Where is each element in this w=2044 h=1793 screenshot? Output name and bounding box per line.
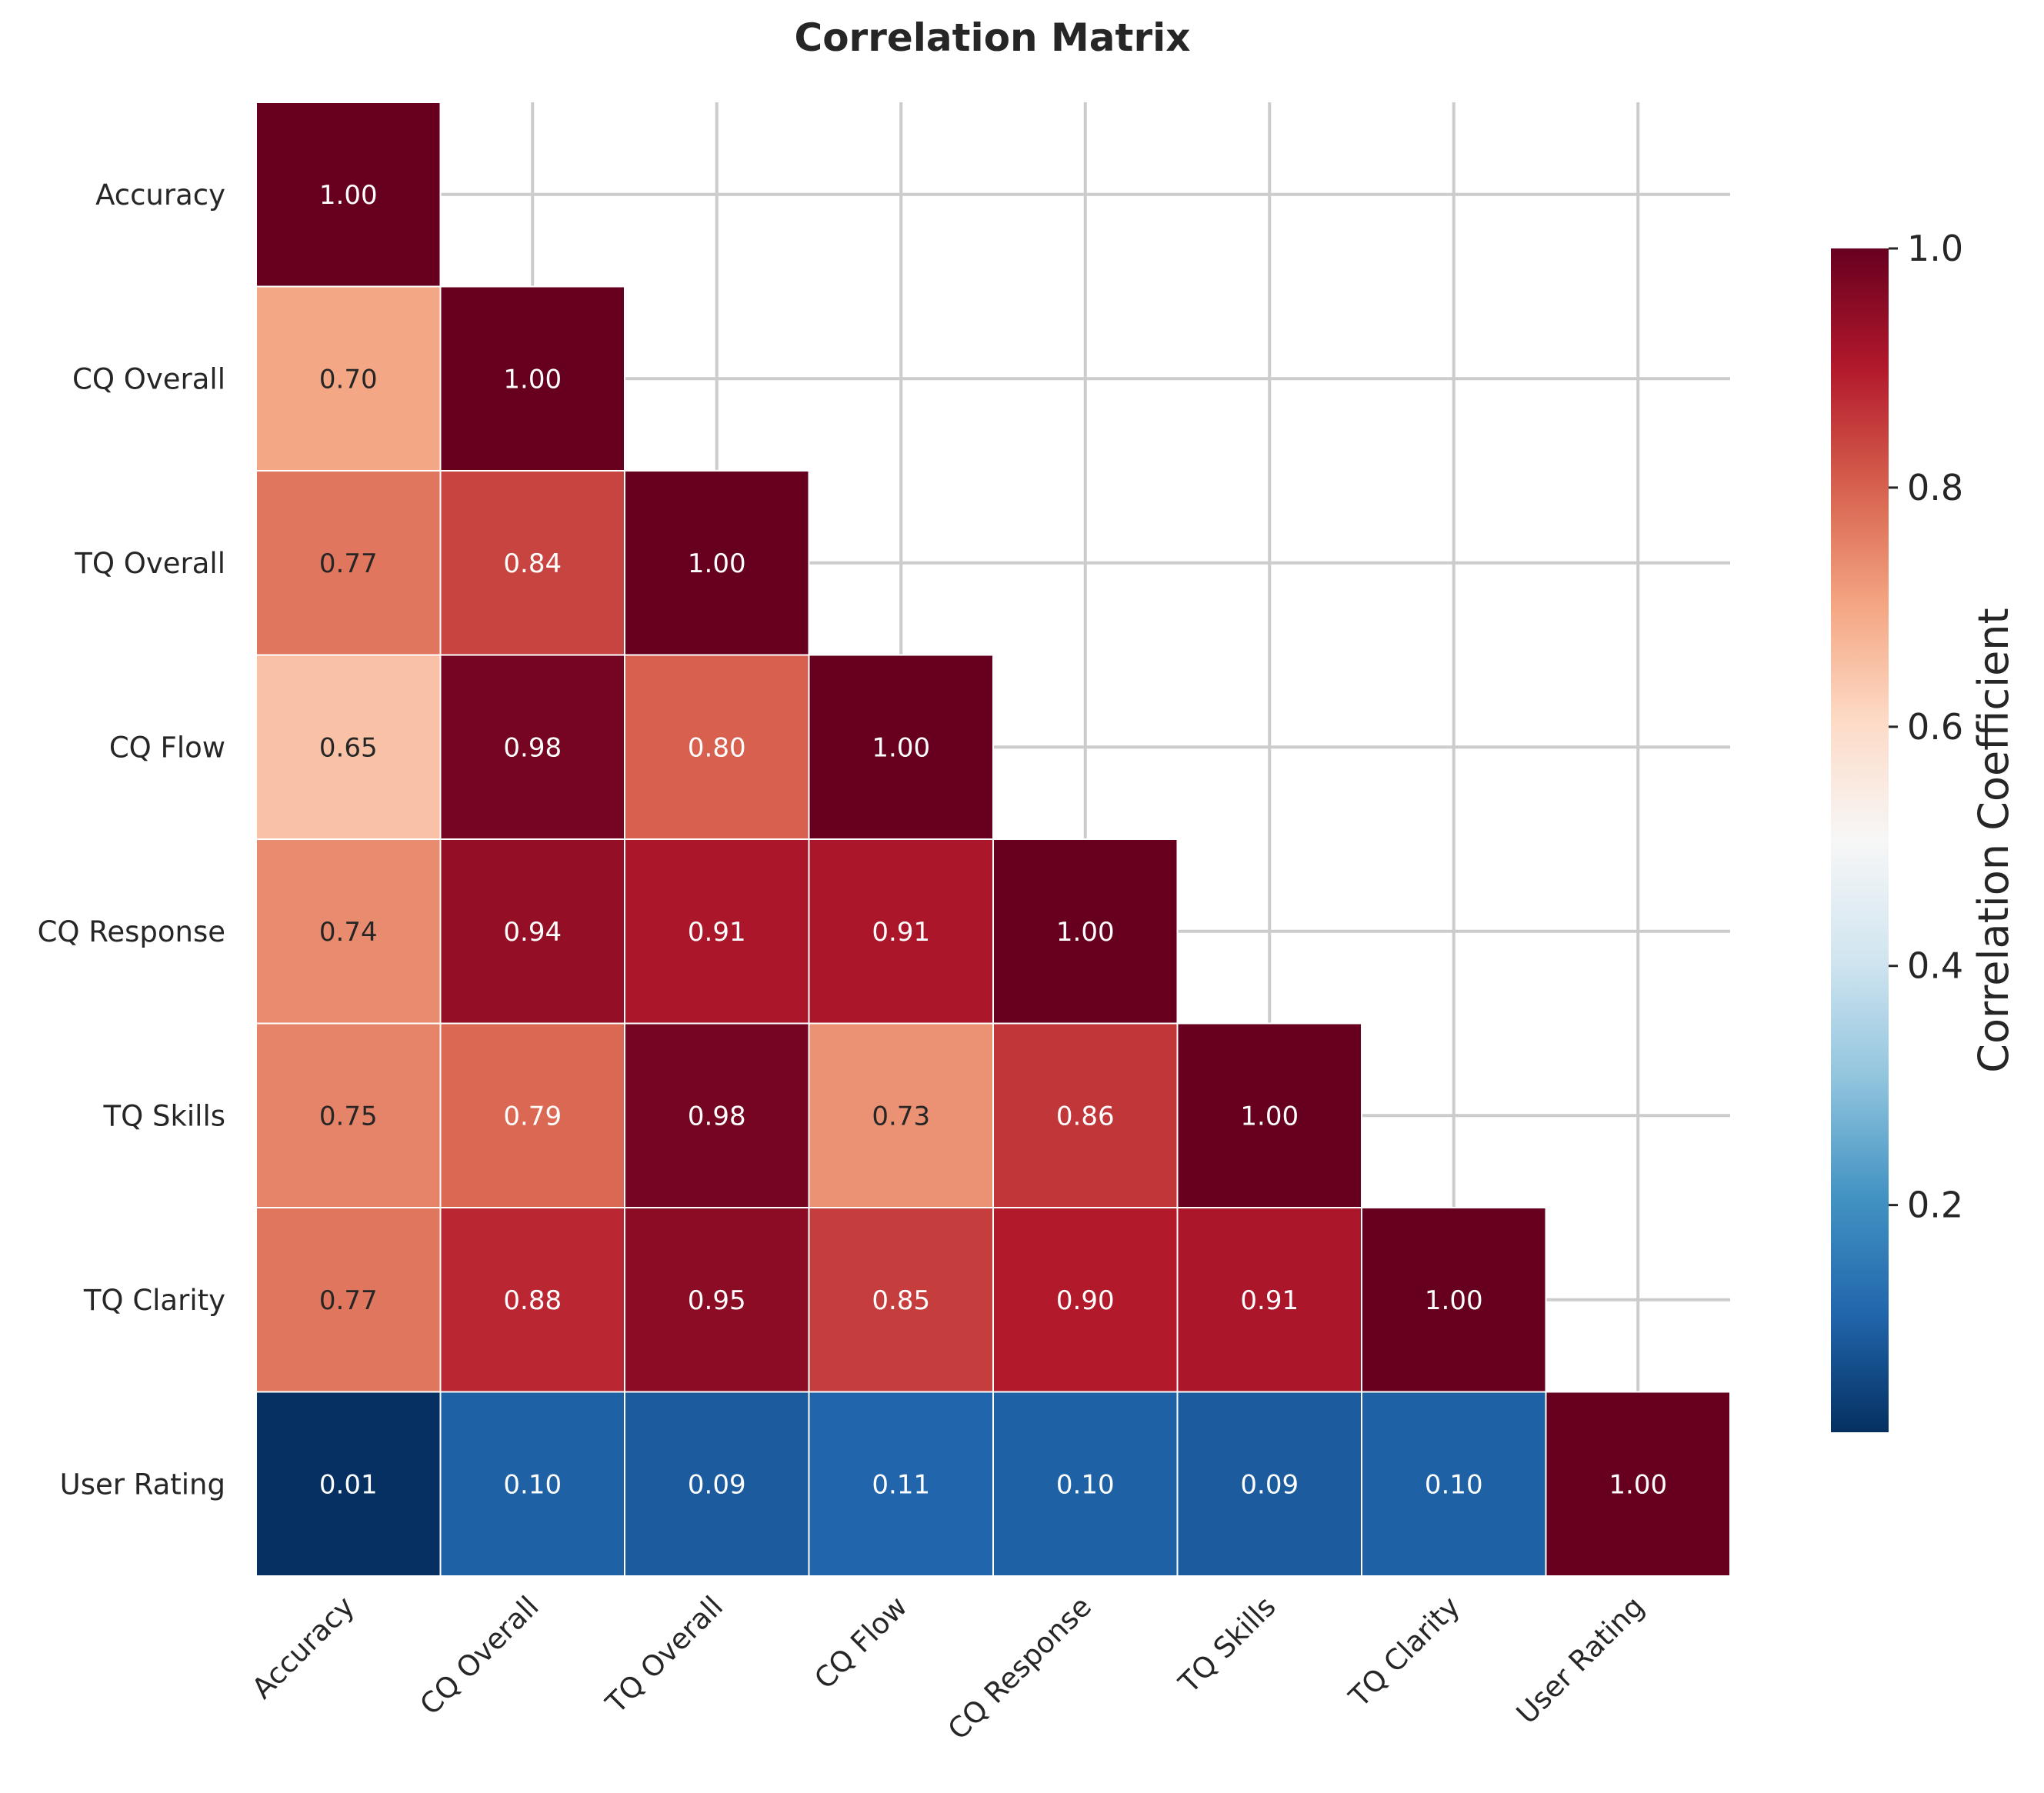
colorbar-gradient [1831,248,1889,1432]
cell-value-label: 0.80 [688,732,746,763]
y-tick-label: User Rating [60,1468,225,1501]
colorbar-tick-label: 0.6 [1907,706,1963,748]
x-tick-label: Accuracy [245,1590,361,1705]
cell-value-label: 0.88 [503,1285,562,1316]
cell-value-label: 0.98 [503,732,562,763]
colorbar: 0.2 0.4 0.6 0.8 1.0 Correlation Coefficient [1831,228,2018,1432]
y-tick-label: TQ Skills [102,1099,225,1132]
x-tick-label: TQ Clarity [1342,1590,1466,1714]
cell-value-label: 0.74 [319,917,378,948]
y-tick-label: Accuracy [95,178,225,212]
cell-value-label: 0.10 [1056,1469,1115,1500]
cell-value-label: 1.00 [1425,1285,1483,1316]
heatmap-cell [439,1022,625,1208]
heatmap-cell [439,470,625,656]
heatmap-cell [992,838,1179,1025]
y-tick-label: CQ Overall [72,362,225,395]
cell-value-label: 0.73 [872,1101,930,1131]
heatmap-cell [992,1022,1179,1208]
cell-value-label: 0.94 [503,917,562,948]
colorbar-tick-label: 0.4 [1907,945,1963,987]
cell-value-label: 0.84 [503,548,562,579]
heatmap-cell [255,1207,442,1393]
x-tick-label: CQ Response [942,1590,1098,1746]
colorbar-tick-label: 0.2 [1907,1185,1963,1226]
heatmap-cells: 1.00 0.70 1.00 0.77 0.84 1.00 0.65 0.98 0.80 1.00… [255,102,1731,1577]
heatmap-cell [255,654,442,840]
cell-value-label: 0.85 [872,1285,930,1316]
cell-value-label: 1.00 [1609,1469,1667,1500]
heatmap-cell [1176,1207,1362,1393]
heatmap-cell [439,838,625,1025]
colorbar-tick-label: 1.0 [1907,228,1963,269]
x-tick-label: CQ Flow [808,1590,913,1695]
cell-value-label: 0.77 [319,1285,378,1316]
colorbar-label: Correlation Coefficient [1969,608,2018,1072]
cell-value-label: 0.10 [1425,1469,1483,1500]
heatmap-cell [1176,1022,1362,1208]
heatmap-cell [255,838,442,1025]
cell-value-label: 0.11 [872,1469,930,1500]
y-tick-labels: Accuracy CQ Overall TQ Overall CQ Flow CQ Re… [38,178,225,1501]
cell-value-label: 1.00 [503,364,562,395]
heatmap-cell [624,1022,810,1208]
heatmap-cell [1545,1391,1731,1577]
heatmap-cell [255,470,442,656]
heatmap-cell [808,838,994,1025]
cell-value-label: 0.77 [319,548,378,579]
heatmap-cell [992,1391,1179,1577]
cell-value-label: 1.00 [872,732,930,763]
cell-value-label: 1.00 [688,548,746,579]
heatmap-cell [255,1022,442,1208]
cell-value-label: 0.65 [319,732,378,763]
heatmap-cell [808,654,994,840]
heatmap-cell [439,1207,625,1393]
heatmap-cell [1176,1391,1362,1577]
y-tick-label: CQ Response [38,915,225,948]
cell-value-label: 0.86 [1056,1101,1115,1131]
heatmap-cell [255,102,442,288]
cell-value-label: 1.00 [1056,917,1115,948]
heatmap-cell [1361,1207,1547,1393]
heatmap-cell [992,1207,1179,1393]
cell-value-label: 0.91 [1240,1285,1299,1316]
cell-value-label: 0.91 [872,917,930,948]
y-tick-label: TQ Overall [74,547,225,580]
heatmap-cell [439,1391,625,1577]
cell-value-label: 0.09 [688,1469,746,1500]
x-tick-labels: Accuracy CQ Overall TQ Overall CQ Flow CQ Re… [245,1590,1650,1746]
cell-value-label: 0.95 [688,1285,746,1316]
cell-value-label: 0.79 [503,1101,562,1131]
colorbar-ticks: 0.2 0.4 0.6 0.8 1.0 [1889,228,1963,1226]
x-tick-label: TQ Overall [599,1590,730,1721]
x-tick-label: CQ Overall [414,1590,545,1721]
heatmap-cell [624,1391,810,1577]
heatmap-cell [624,470,810,656]
cell-value-label: 0.01 [319,1469,378,1500]
chart-title: Correlation Matrix [795,15,1191,60]
cell-value-label: 1.00 [1240,1101,1299,1131]
y-tick-label: CQ Flow [109,731,225,764]
cell-value-label: 0.09 [1240,1469,1299,1500]
heatmap-cell [1361,1391,1547,1577]
x-tick-label: TQ Skills [1172,1590,1282,1700]
heatmap-cell [808,1022,994,1208]
x-tick-label: User Rating [1510,1590,1651,1731]
cell-value-label: 0.91 [688,917,746,948]
cell-value-label: 0.98 [688,1101,746,1131]
colorbar-tick-label: 0.8 [1907,467,1963,508]
cell-value-label: 0.10 [503,1469,562,1500]
cell-value-label: 0.70 [319,364,378,395]
cell-value-label: 1.00 [319,180,378,211]
heatmap-cell [624,654,810,840]
cell-value-label: 0.90 [1056,1285,1115,1316]
heatmap-cell [624,838,810,1025]
heatmap-cell [808,1391,994,1577]
y-tick-label: TQ Clarity [83,1284,225,1317]
cell-value-label: 0.75 [319,1101,378,1131]
